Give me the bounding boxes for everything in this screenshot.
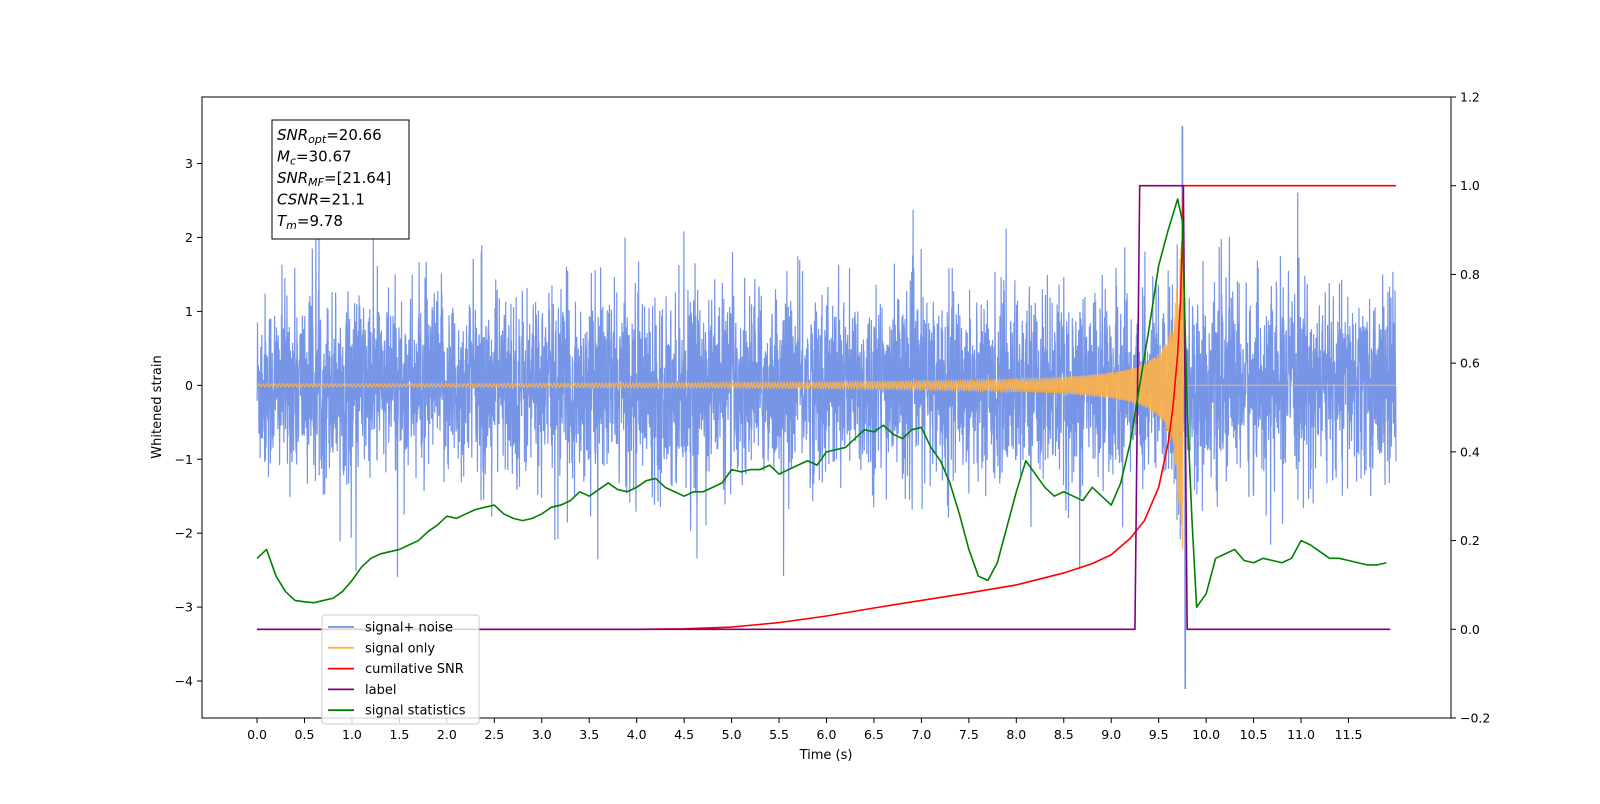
- annotation-subscript: MF: [308, 176, 324, 189]
- series-signal-noise: [256, 125, 1397, 690]
- legend: signal+ noise signal only cumilative SNR la…: [321, 614, 480, 725]
- legend-label: cumilative SNR: [365, 662, 464, 677]
- y-left-tick-label: 2: [185, 230, 193, 245]
- annotation-symbol: CSNR: [277, 191, 319, 209]
- x-tick-label: 8.0: [1006, 727, 1026, 742]
- y-right-tick-label: 0.4: [1460, 444, 1480, 459]
- legend-label: signal statistics: [365, 704, 466, 719]
- x-tick-label: 7.5: [959, 727, 979, 742]
- y-axis-right: 1.2 1.0 0.8 0.6 0.4 0.2 0.0 −0.2: [1451, 90, 1490, 726]
- y-right-tick-label: −0.2: [1460, 711, 1490, 726]
- x-tick-label: 0.0: [247, 727, 267, 742]
- x-tick-label: 11.5: [1335, 727, 1363, 742]
- annotation-line: SNRMF=[21.64]: [277, 169, 391, 189]
- annotation-symbol: SNR: [277, 169, 308, 187]
- x-tick-label: 8.5: [1054, 727, 1074, 742]
- annotation-value: =20.66: [326, 126, 382, 144]
- x-tick-label: 2.5: [484, 727, 504, 742]
- x-tick-label: 9.0: [1101, 727, 1121, 742]
- x-tick-label: 3.5: [579, 727, 599, 742]
- y-left-tick-label: −1: [175, 452, 193, 467]
- y-right-tick-label: 0.8: [1460, 267, 1480, 282]
- series-layer: [256, 125, 1397, 690]
- legend-label: signal+ noise: [365, 621, 453, 636]
- annotation-line: SNRopt=20.66: [277, 126, 382, 146]
- x-axis: 0.0 0.5 1.0 1.5 2.0 2.5 3.0 3.5 4.0 4.5 5.0 5.5 6.0 6…: [247, 718, 1362, 742]
- x-tick-label: 7.0: [911, 727, 931, 742]
- y-right-tick-label: 1.0: [1460, 178, 1480, 193]
- y-left-tick-label: −3: [175, 600, 193, 615]
- x-tick-label: 4.0: [627, 727, 647, 742]
- annotation-subscript: m: [286, 219, 297, 232]
- y-left-tick-label: 3: [185, 156, 193, 171]
- y-right-tick-label: 0.2: [1460, 533, 1480, 548]
- x-tick-label: 5.0: [722, 727, 742, 742]
- y-left-tick-label: −4: [175, 674, 193, 689]
- annotation-value: =21.1: [319, 191, 365, 209]
- x-axis-label: Time (s): [799, 748, 853, 763]
- annotation-value: =9.78: [297, 212, 343, 230]
- y-left-tick-label: 0: [185, 378, 193, 393]
- y-right-tick-label: 1.2: [1460, 90, 1480, 105]
- x-tick-label: 1.5: [389, 727, 409, 742]
- y-left-tick-label: −2: [175, 526, 193, 541]
- annotation-value: =30.67: [296, 148, 352, 166]
- annotation-symbol: T: [277, 212, 288, 230]
- x-tick-label: 4.5: [674, 727, 694, 742]
- annotation-subscript: c: [290, 155, 296, 168]
- y-axis-left: 3 2 1 0 −1 −2 −3 −4: [175, 156, 202, 689]
- x-tick-label: 9.5: [1149, 727, 1169, 742]
- x-tick-label: 10.0: [1192, 727, 1220, 742]
- series-label: [257, 184, 1391, 631]
- x-tick-label: 1.0: [342, 727, 362, 742]
- x-tick-label: 11.0: [1287, 727, 1315, 742]
- annotation-symbol: M: [277, 148, 290, 166]
- series-signal-statistics: [256, 198, 1387, 608]
- annotation-line: Mc=30.67: [277, 148, 352, 168]
- annotation-value: =[21.64]: [324, 169, 391, 187]
- annotation-subscript: opt: [308, 133, 327, 146]
- x-tick-label: 3.0: [532, 727, 552, 742]
- annotation-frame: [271, 119, 410, 240]
- x-tick-label: 5.5: [769, 727, 789, 742]
- x-tick-label: 6.0: [817, 727, 837, 742]
- y-right-tick-label: 0.0: [1460, 622, 1480, 637]
- legend-label: label: [365, 683, 396, 698]
- y-left-tick-label: 1: [185, 304, 193, 319]
- annotation-line: Tm=9.78: [277, 212, 343, 232]
- legend-label: signal only: [365, 641, 435, 656]
- series-signal-only: [256, 218, 1396, 550]
- annotation-symbol: SNR: [277, 126, 308, 144]
- series-cumulative-snr: [257, 184, 1396, 631]
- annotation-box: SNRopt=20.66Mc=30.67SNRMF=[21.64]CSNR=21…: [271, 119, 410, 240]
- annotation-line: CSNR=21.1: [277, 191, 365, 209]
- x-tick-label: 10.5: [1240, 727, 1268, 742]
- legend-frame: [321, 614, 480, 725]
- x-tick-label: 0.5: [295, 727, 315, 742]
- y-axis-left-label: Whitened strain: [150, 355, 165, 458]
- y-right-tick-label: 0.6: [1460, 356, 1480, 371]
- x-tick-label: 6.5: [864, 727, 884, 742]
- x-tick-label: 2.0: [437, 727, 457, 742]
